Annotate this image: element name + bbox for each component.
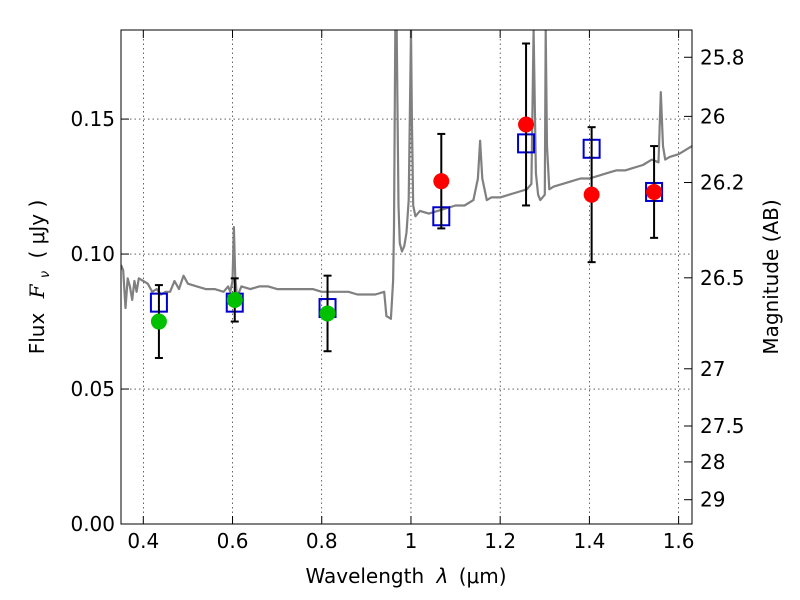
x-tick-label: 0.6 [217, 529, 249, 553]
y-axis-label-subscript: ν [38, 271, 53, 278]
y-tick-label: 0.15 [70, 107, 115, 131]
red-data-point [583, 186, 600, 203]
y-axis-label-unit: ( μJy ) [25, 200, 49, 259]
y-tick-label: 0.05 [70, 377, 115, 401]
mag-tick-label: 26.5 [700, 266, 745, 290]
mag-tick-label: 27.5 [700, 414, 745, 438]
spectrum-line [121, 30, 692, 320]
x-tick-label: 1.4 [573, 529, 605, 553]
green-data-point [150, 313, 167, 330]
y2-axis-label: Magnitude (AB) [759, 199, 783, 354]
green-data-point [319, 305, 336, 322]
plot-layer [121, 30, 692, 359]
y-axis-label-text: Flux [25, 313, 49, 355]
x-axis-label-unit: (μm) [459, 564, 507, 588]
red-data-point [433, 173, 450, 190]
plot-frame [120, 29, 693, 525]
x-tick-label: 1.2 [484, 529, 516, 553]
red-data-point [518, 116, 535, 133]
x-tick-label: 1.6 [663, 529, 695, 553]
y-tick-label: 0.10 [70, 242, 115, 266]
x-tick-label: 0.8 [306, 529, 338, 553]
x-tick-label: 0.4 [127, 529, 159, 553]
mag-tick-label: 26 [700, 104, 725, 128]
mag-tick-label: 28 [700, 450, 725, 474]
y-axis-label-symbol: F [25, 283, 49, 299]
x-axis-label-symbol: λ [436, 564, 449, 588]
mag-tick-label: 26.2 [700, 171, 745, 195]
tick-layer: 0.4 0.6 0.8 1 1.2 1.4 1.6 0.00 0.05 0.10 0.15 25.8 2… [70, 30, 745, 553]
grid-layer [121, 30, 692, 524]
y-tick-label: 0.00 [70, 512, 115, 536]
green-data-point [226, 291, 243, 308]
mag-tick-label: 25.8 [700, 45, 745, 69]
x-axis-label: Wavelength λ (μm) [305, 564, 506, 588]
x-axis-label-text: Wavelength [305, 564, 424, 588]
mag-tick-label: 29 [700, 488, 725, 512]
mag-tick-label: 27 [700, 357, 725, 381]
x-tick-label: 1 [405, 529, 418, 553]
y-axis-label: Flux F ν ( μJy ) [25, 200, 54, 355]
red-data-point [646, 183, 663, 200]
